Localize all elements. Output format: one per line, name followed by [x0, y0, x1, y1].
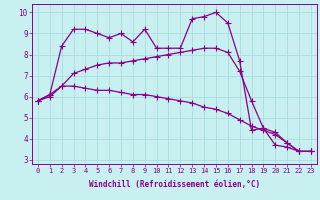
X-axis label: Windchill (Refroidissement éolien,°C): Windchill (Refroidissement éolien,°C)	[89, 180, 260, 189]
